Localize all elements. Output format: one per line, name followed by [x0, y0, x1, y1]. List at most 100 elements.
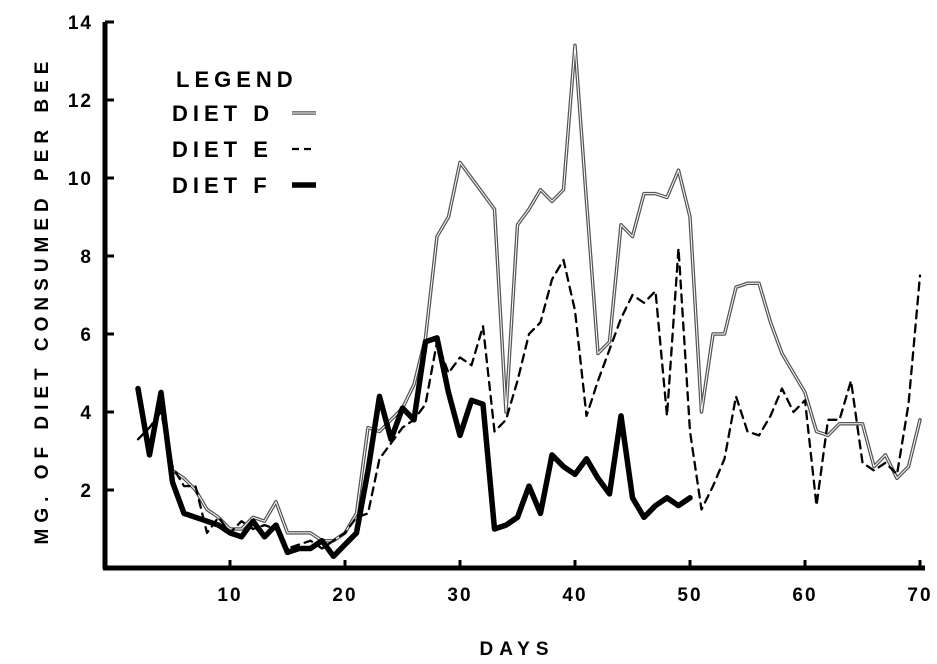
data-point [402, 407, 404, 409]
data-point [678, 247, 680, 249]
data-point [747, 283, 749, 285]
data-point [701, 411, 703, 413]
data-point [367, 470, 369, 472]
data-point [735, 396, 737, 398]
y-axis-title: MG. OF DIET CONSUMED PER BEE [32, 56, 53, 545]
data-point [689, 497, 691, 499]
data-point [781, 353, 783, 355]
data-point [206, 532, 208, 534]
data-point [597, 353, 599, 355]
y-tick-label: 12 [68, 91, 93, 112]
data-point [563, 466, 565, 468]
legend-title: LEGEND [176, 67, 298, 92]
x-tick-label: 40 [562, 585, 587, 606]
data-point [459, 357, 461, 359]
data-point [264, 520, 266, 522]
data-point [471, 400, 473, 402]
data-point [402, 427, 404, 429]
data-point [482, 325, 484, 327]
data-point [517, 380, 519, 382]
x-axis-title: DAYS [479, 639, 554, 660]
data-point [873, 470, 875, 472]
axes: 2 4 6 8 10 12 14 10 20 30 40 50 60 70 DAYS MG. OF DIET … [32, 13, 931, 660]
data-point [459, 435, 461, 437]
plot-series [135, 43, 922, 560]
data-point [448, 216, 450, 218]
data-point [390, 419, 392, 421]
data-point [586, 201, 588, 203]
data-point [551, 201, 553, 203]
data-point [448, 372, 450, 374]
data-point [540, 513, 542, 515]
data-point [712, 333, 714, 335]
data-point [620, 318, 622, 320]
data-point [505, 419, 507, 421]
data-point [252, 528, 254, 530]
y-tick-label: 4 [80, 403, 93, 424]
data-point [793, 372, 795, 374]
data-point [183, 513, 185, 515]
data-point [563, 189, 565, 191]
data-point [540, 322, 542, 324]
data-point [436, 236, 438, 238]
series-line [135, 335, 693, 560]
data-point [218, 524, 220, 526]
data-point [574, 45, 576, 47]
data-point [758, 283, 760, 285]
data-point [678, 169, 680, 171]
data-point [793, 411, 795, 413]
data-point [252, 520, 254, 522]
data-point [425, 403, 427, 405]
data-point [735, 286, 737, 288]
data-point [827, 419, 829, 421]
y-tick-label: 10 [68, 169, 93, 190]
y-tick-label: 2 [80, 481, 93, 502]
data-point [482, 403, 484, 405]
data-point [551, 279, 553, 281]
data-point [321, 540, 323, 542]
data-point [275, 501, 277, 503]
data-point [781, 388, 783, 390]
data-point [137, 388, 139, 390]
x-tick-label: 50 [677, 585, 702, 606]
data-point [390, 439, 392, 441]
series-thick [135, 335, 693, 560]
data-point [172, 481, 174, 483]
y-tick-label: 8 [80, 247, 93, 268]
data-point [229, 532, 231, 534]
data-point [885, 454, 887, 456]
x-tick-label: 30 [447, 585, 472, 606]
data-point [862, 462, 864, 464]
data-point [241, 528, 243, 530]
data-point [149, 454, 151, 456]
data-point [816, 431, 818, 433]
data-point [528, 333, 530, 335]
data-point [517, 517, 519, 519]
data-point [689, 216, 691, 218]
data-point [862, 423, 864, 425]
data-point [218, 517, 220, 519]
data-point [724, 333, 726, 335]
data-point [333, 540, 335, 542]
data-point [310, 532, 312, 534]
data-point [666, 497, 668, 499]
data-point [356, 532, 358, 534]
data-point [149, 427, 151, 429]
data-point [758, 435, 760, 437]
data-point [574, 474, 576, 476]
data-point [620, 415, 622, 417]
data-point [264, 524, 266, 526]
data-point [321, 548, 323, 550]
x-tick-label: 10 [217, 585, 242, 606]
legend-label: DIET F [172, 173, 272, 198]
data-point [344, 544, 346, 546]
data-point [448, 392, 450, 394]
data-point [505, 524, 507, 526]
data-point [609, 349, 611, 351]
data-point [298, 548, 300, 550]
data-point [655, 290, 657, 292]
data-point [310, 548, 312, 550]
data-point [310, 540, 312, 542]
data-point [839, 423, 841, 425]
